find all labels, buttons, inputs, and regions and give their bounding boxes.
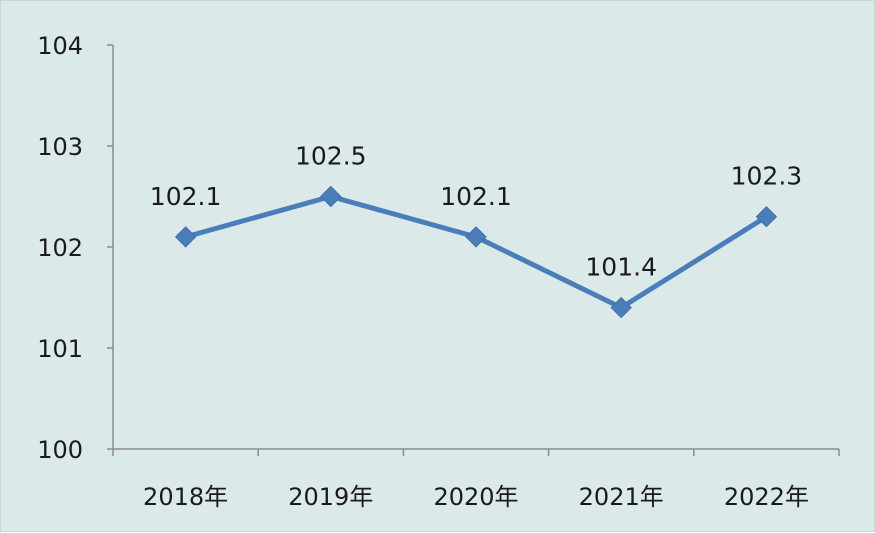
- y-tick-label: 104: [37, 32, 83, 60]
- x-tick-label: 2020年: [433, 483, 518, 511]
- data-point-marker: [610, 296, 632, 319]
- data-point-marker: [755, 205, 778, 228]
- x-tick-label: 2022年: [724, 483, 809, 511]
- x-tick-label: 2018年: [143, 483, 228, 511]
- y-tick-label: 101: [37, 335, 83, 363]
- data-label: 101.4: [585, 253, 657, 282]
- x-tick-label: 2021年: [579, 483, 664, 511]
- data-label: 102.1: [150, 182, 222, 211]
- x-tick-label: 2019年: [288, 483, 373, 511]
- labels-group: 102.1 102.5 102.1 101.4 102.3: [150, 142, 802, 282]
- data-point-marker: [174, 226, 197, 248]
- data-label: 102.5: [295, 142, 367, 171]
- series-group: [174, 185, 778, 319]
- y-tick-label: 100: [37, 436, 83, 464]
- data-point-marker: [320, 185, 342, 208]
- axes: 100 101 102 103 104 2018年 2019年 2020年 2021年 2022年: [37, 32, 840, 511]
- y-tick-label: 102: [37, 234, 83, 262]
- y-tick-label: 103: [37, 133, 83, 161]
- data-point-marker: [465, 226, 487, 248]
- data-label: 102.1: [440, 182, 512, 211]
- data-label: 102.3: [731, 162, 803, 191]
- series-line: [183, 194, 769, 311]
